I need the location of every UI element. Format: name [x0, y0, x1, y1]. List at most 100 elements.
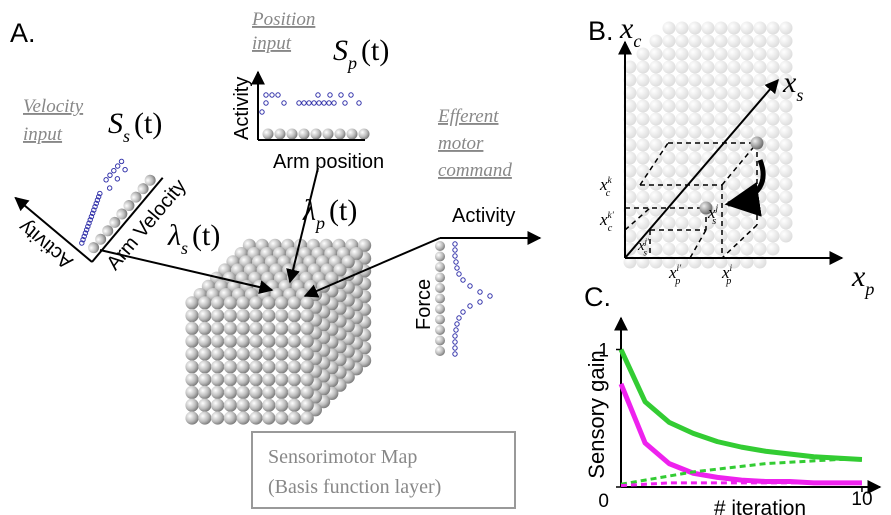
math-sup: k — [608, 176, 613, 186]
ball — [662, 86, 676, 100]
line — [14, 196, 93, 263]
ball — [779, 73, 793, 87]
ball — [636, 242, 650, 256]
ball — [346, 128, 358, 140]
ball — [750, 136, 764, 150]
ball — [262, 398, 276, 412]
ball — [262, 360, 276, 374]
ball — [198, 360, 212, 374]
ball — [275, 411, 289, 425]
ball — [779, 177, 793, 191]
ball — [688, 138, 702, 152]
ball — [249, 296, 263, 310]
ball — [249, 309, 263, 323]
ball — [236, 334, 250, 348]
ball — [766, 34, 780, 48]
math-sub: c — [606, 188, 611, 199]
ball — [262, 128, 274, 140]
ball — [249, 334, 263, 348]
ball — [649, 34, 663, 48]
ball — [740, 86, 754, 100]
ball — [675, 190, 689, 204]
ball — [211, 321, 225, 335]
ball — [714, 177, 728, 191]
ball — [714, 216, 728, 230]
activity-dot — [296, 100, 302, 106]
ball — [688, 47, 702, 61]
ball — [766, 99, 780, 113]
ball — [287, 385, 301, 399]
ball — [649, 86, 663, 100]
activity-dot — [89, 210, 96, 217]
ball — [662, 99, 676, 113]
line — [303, 237, 441, 298]
activity-dot — [118, 158, 125, 165]
ball — [185, 385, 199, 399]
activity-dot — [301, 100, 307, 106]
ball — [701, 177, 715, 191]
ball — [249, 398, 263, 412]
ball — [766, 242, 780, 256]
ball — [211, 334, 225, 348]
ball — [701, 151, 715, 165]
ball — [236, 398, 250, 412]
ball — [779, 138, 793, 152]
ball — [249, 360, 263, 374]
ball — [688, 216, 702, 230]
activity-dot — [460, 309, 466, 315]
ball — [727, 34, 741, 48]
ball — [249, 321, 263, 335]
ball — [688, 151, 702, 165]
ball — [286, 128, 298, 140]
ball — [223, 411, 237, 425]
ball — [727, 229, 741, 243]
ball — [766, 60, 780, 74]
math-label: xc — [619, 12, 641, 51]
ball — [185, 398, 199, 412]
activity-dot — [315, 92, 321, 98]
ball — [287, 334, 301, 348]
ball — [662, 112, 676, 126]
ball — [740, 216, 754, 230]
ball — [701, 86, 715, 100]
line — [624, 78, 779, 259]
activity-dot — [452, 247, 458, 253]
ball — [144, 174, 156, 186]
ball — [766, 86, 780, 100]
ball — [198, 373, 212, 387]
ball — [714, 164, 728, 178]
caption-line: Sensorimotor Map — [268, 446, 417, 468]
ball — [435, 314, 445, 325]
math-sub: c — [608, 223, 613, 234]
activity-dot — [82, 230, 89, 236]
ball — [262, 385, 276, 399]
ball — [779, 99, 793, 113]
ball — [675, 177, 689, 191]
math-base: x — [668, 263, 677, 282]
activity-dot — [79, 240, 85, 246]
ball — [185, 373, 199, 387]
ball — [701, 21, 715, 35]
caption-line: input — [252, 33, 292, 54]
ball — [300, 321, 314, 335]
x-axis-label: # iteration — [714, 497, 806, 515]
math-base: x — [721, 263, 730, 282]
ball — [714, 151, 728, 165]
activity-dot — [311, 100, 317, 106]
caption-line: command — [438, 160, 512, 181]
ball — [727, 112, 741, 126]
ball — [688, 125, 702, 139]
activity-dot — [81, 233, 87, 240]
ball — [211, 373, 225, 387]
ball — [275, 334, 289, 348]
ball — [262, 296, 276, 310]
ball — [223, 347, 237, 361]
ball — [211, 360, 225, 374]
ball — [185, 309, 199, 323]
ball — [211, 347, 225, 361]
activity-dot — [452, 351, 458, 357]
activity-dot — [467, 303, 473, 309]
ball — [662, 125, 676, 139]
